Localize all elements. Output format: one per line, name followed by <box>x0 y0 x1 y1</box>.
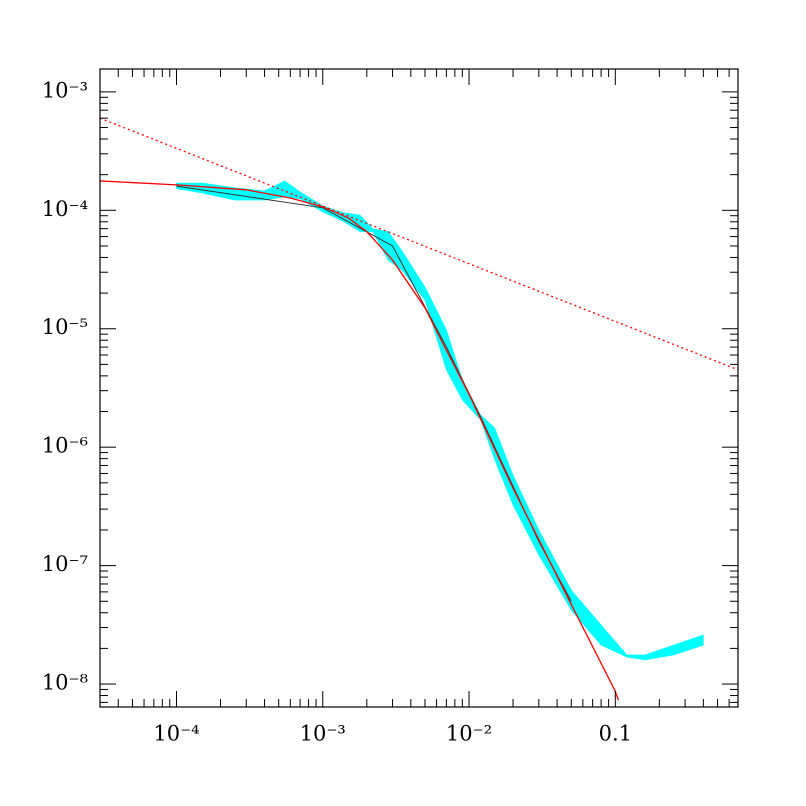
frame <box>99 68 739 708</box>
band-segment <box>402 250 426 301</box>
band-segment <box>600 624 628 658</box>
x-tick-label: 10⁻² <box>446 722 492 746</box>
y-tick-label: 10⁻³ <box>42 78 88 102</box>
band-segment <box>201 182 235 201</box>
x-tick-label: 10⁻⁴ <box>153 722 199 746</box>
band-segment <box>538 529 572 612</box>
dotted-line <box>100 117 738 371</box>
band-segment <box>673 634 704 656</box>
y-tick-label: 10⁻⁶ <box>42 434 88 458</box>
band-segment <box>626 654 646 661</box>
y-tick-label: 10⁻⁷ <box>42 552 88 576</box>
y-tick-label: 10⁻⁸ <box>42 671 88 695</box>
y-tick-label: 10⁻⁵ <box>42 315 88 339</box>
band-segment <box>570 589 602 646</box>
curve <box>100 180 620 701</box>
x-tick-label: 10⁻³ <box>300 722 346 746</box>
y-tick-label: 10⁻⁴ <box>42 197 88 221</box>
x-tick-label: 0.1 <box>599 722 632 746</box>
band-segment <box>372 228 389 261</box>
plot-area <box>100 117 738 701</box>
band-segment <box>644 644 674 661</box>
band-segment <box>284 180 301 200</box>
curve <box>176 185 572 602</box>
